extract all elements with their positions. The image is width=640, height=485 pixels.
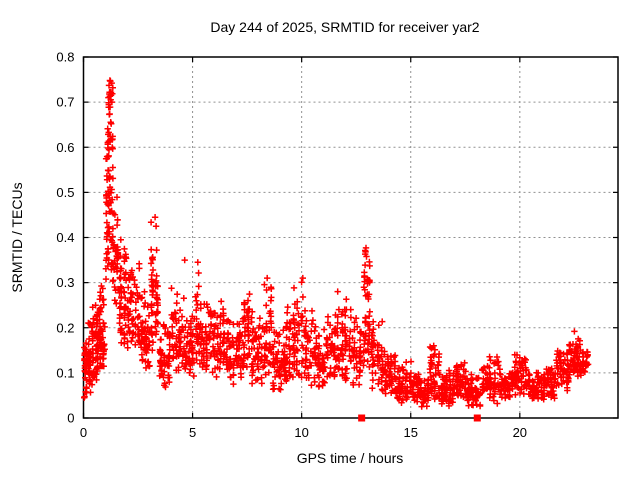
scatter-points-series [81,77,592,410]
x-tick-label: 10 [294,425,308,440]
x-axis-label: GPS time / hours [297,450,404,466]
x-tick-label: 20 [513,425,527,440]
y-tick-label: 0.1 [56,365,74,380]
axis-square-markers [358,414,481,422]
y-tick-label: 0.7 [56,95,74,110]
y-tick-label: 0.8 [56,50,74,65]
axis-tick-marks [82,56,618,419]
y-tick-label: 0.6 [56,140,74,155]
y-axis-label: SRMTID / TECUs [9,182,25,292]
y-axis-tick-labels: 0 0.1 0.2 0.3 0.4 0.5 0.6 0.7 0.8 [56,50,74,426]
y-tick-label: 0 [67,411,74,426]
y-tick-label: 0.2 [56,320,74,335]
x-tick-label: 0 [80,425,87,440]
x-axis-tick-labels: 0 5 10 15 20 [80,425,527,440]
y-tick-label: 0.4 [56,230,74,245]
chart-title: Day 244 of 2025, SRMTID for receiver yar… [210,19,479,35]
y-tick-label: 0.3 [56,275,74,290]
y-tick-label: 0.5 [56,185,74,200]
axis-square-marker [473,414,481,422]
axis-square-marker [358,414,366,422]
x-tick-label: 15 [404,425,418,440]
x-tick-label: 5 [189,425,196,440]
